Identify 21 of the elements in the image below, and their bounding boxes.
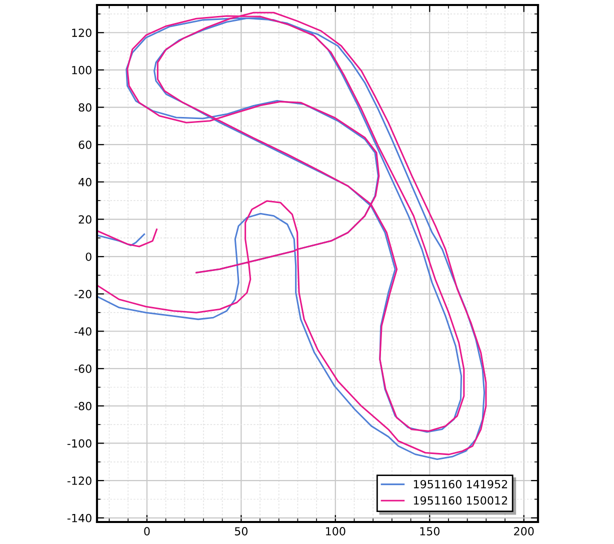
y-tick-label: -20 [74,290,92,298]
y-tick-label: -80 [74,402,92,410]
x-tick-label: 150 [420,527,440,536]
y-tick-label: -100 [67,439,92,448]
x-tick-label: 200 [514,527,534,536]
y-tick-label: 60 [78,140,92,149]
y-tick-label: 40 [78,178,92,186]
y-tick-label: 20 [78,215,92,224]
y-tick-label: 0 [86,252,92,261]
y-tick-label: -60 [74,364,92,373]
y-tick-label: 80 [78,103,92,112]
x-tick-label: 100 [326,527,346,536]
y-tick-label: -40 [74,327,92,336]
legend-label: 1951160 150012 [414,496,508,505]
y-tick-label: 120 [72,28,92,37]
y-tick-label: 100 [72,66,92,74]
legend-label: 1951160 141952 [414,480,508,488]
x-tick-label: 0 [144,527,150,536]
x-tick-label: 50 [234,527,248,536]
y-tick-label: -120 [67,476,92,485]
y-tick-label: -140 [67,514,92,522]
